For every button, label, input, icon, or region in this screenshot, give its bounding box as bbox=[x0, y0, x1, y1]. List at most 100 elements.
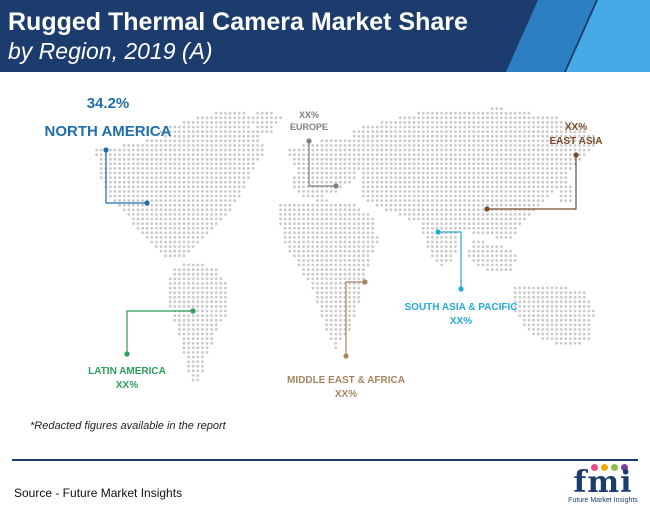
map-dot bbox=[228, 157, 232, 161]
map-dot bbox=[339, 337, 342, 340]
map-dot bbox=[155, 203, 158, 207]
map-dot bbox=[408, 190, 411, 193]
map-dot bbox=[555, 171, 558, 175]
map-dot bbox=[164, 194, 168, 198]
map-dot bbox=[417, 213, 420, 216]
map-dot bbox=[182, 130, 186, 134]
map-dot bbox=[444, 171, 448, 175]
map-dot bbox=[343, 226, 347, 230]
map-dot bbox=[297, 254, 301, 258]
map-dot bbox=[573, 323, 577, 327]
map-dot bbox=[159, 190, 163, 193]
map-dot bbox=[362, 213, 365, 216]
map-dot bbox=[467, 217, 471, 221]
map-dot bbox=[500, 217, 503, 221]
map-dot bbox=[201, 190, 204, 193]
map-dot bbox=[191, 341, 195, 345]
map-dot bbox=[362, 259, 365, 262]
map-dot bbox=[132, 171, 135, 175]
map-dot bbox=[421, 226, 425, 230]
map-dot bbox=[362, 180, 365, 184]
map-dot bbox=[559, 148, 563, 152]
map-dot bbox=[541, 125, 545, 129]
map-dot bbox=[403, 171, 407, 175]
map-dot bbox=[541, 318, 545, 322]
map-dot bbox=[288, 236, 292, 239]
map-dot bbox=[316, 222, 319, 226]
map-dot bbox=[444, 222, 448, 226]
map-dot bbox=[564, 291, 568, 294]
map-dot bbox=[527, 111, 531, 115]
map-dot bbox=[431, 199, 434, 203]
map-dot bbox=[509, 180, 512, 184]
map-dot bbox=[320, 190, 324, 193]
map-dot bbox=[325, 167, 328, 170]
map-dot bbox=[541, 134, 545, 138]
map-dot bbox=[205, 337, 209, 340]
map-dot bbox=[187, 194, 191, 198]
map-dot bbox=[362, 254, 365, 258]
map-dot bbox=[343, 167, 347, 170]
map-dot bbox=[118, 148, 121, 152]
map-dot bbox=[316, 300, 319, 304]
map-dot bbox=[293, 208, 296, 212]
map-dot bbox=[219, 309, 223, 313]
map-dot bbox=[421, 176, 425, 180]
map-dot bbox=[343, 157, 347, 161]
map-dot bbox=[490, 111, 494, 115]
region-label: MIDDLE EAST & AFRICA bbox=[287, 375, 405, 386]
map-dot bbox=[109, 194, 112, 198]
map-dot bbox=[431, 171, 434, 175]
map-dot bbox=[173, 144, 177, 147]
map-dot bbox=[523, 111, 526, 115]
map-dot bbox=[113, 153, 117, 157]
map-dot bbox=[412, 176, 416, 180]
map-dot bbox=[513, 259, 517, 262]
map-dot bbox=[546, 309, 549, 313]
map-dot bbox=[435, 176, 439, 180]
map-dot bbox=[159, 167, 163, 170]
map-dot bbox=[343, 236, 347, 239]
map-dot bbox=[201, 236, 204, 239]
map-dot bbox=[329, 254, 333, 258]
map-dot bbox=[417, 217, 420, 221]
map-dot bbox=[546, 337, 549, 340]
map-dot bbox=[270, 130, 273, 134]
map-dot bbox=[316, 217, 319, 221]
map-dot bbox=[541, 300, 545, 304]
map-dot bbox=[541, 167, 545, 170]
map-dot bbox=[412, 185, 416, 189]
map-dot bbox=[224, 176, 227, 180]
map-dot bbox=[201, 167, 204, 170]
map-dot bbox=[219, 116, 223, 120]
map-dot bbox=[500, 171, 503, 175]
map-dot bbox=[233, 134, 237, 138]
map-dot bbox=[173, 254, 177, 258]
map-dot bbox=[509, 171, 512, 175]
map-dot bbox=[555, 148, 558, 152]
map-dot bbox=[178, 144, 181, 147]
map-dot bbox=[210, 332, 214, 336]
map-dot bbox=[371, 144, 374, 147]
map-dot bbox=[431, 226, 434, 230]
map-dot bbox=[357, 130, 361, 134]
map-dot bbox=[573, 309, 577, 313]
map-dot bbox=[403, 203, 407, 207]
map-dot bbox=[518, 153, 522, 157]
map-dot bbox=[260, 121, 264, 124]
map-dot bbox=[477, 190, 480, 193]
map-dot bbox=[329, 272, 333, 276]
map-dot bbox=[431, 130, 434, 134]
map-dot bbox=[182, 318, 186, 322]
map-dot bbox=[546, 185, 549, 189]
map-dot bbox=[187, 213, 191, 216]
map-dot bbox=[504, 217, 508, 221]
map-dot bbox=[362, 272, 365, 276]
callout-dot bbox=[435, 229, 441, 235]
map-dot bbox=[385, 171, 388, 175]
map-dot bbox=[118, 203, 121, 207]
map-dot bbox=[205, 291, 209, 294]
map-dot bbox=[132, 208, 135, 212]
map-dot bbox=[564, 190, 568, 193]
map-dot bbox=[481, 203, 485, 207]
